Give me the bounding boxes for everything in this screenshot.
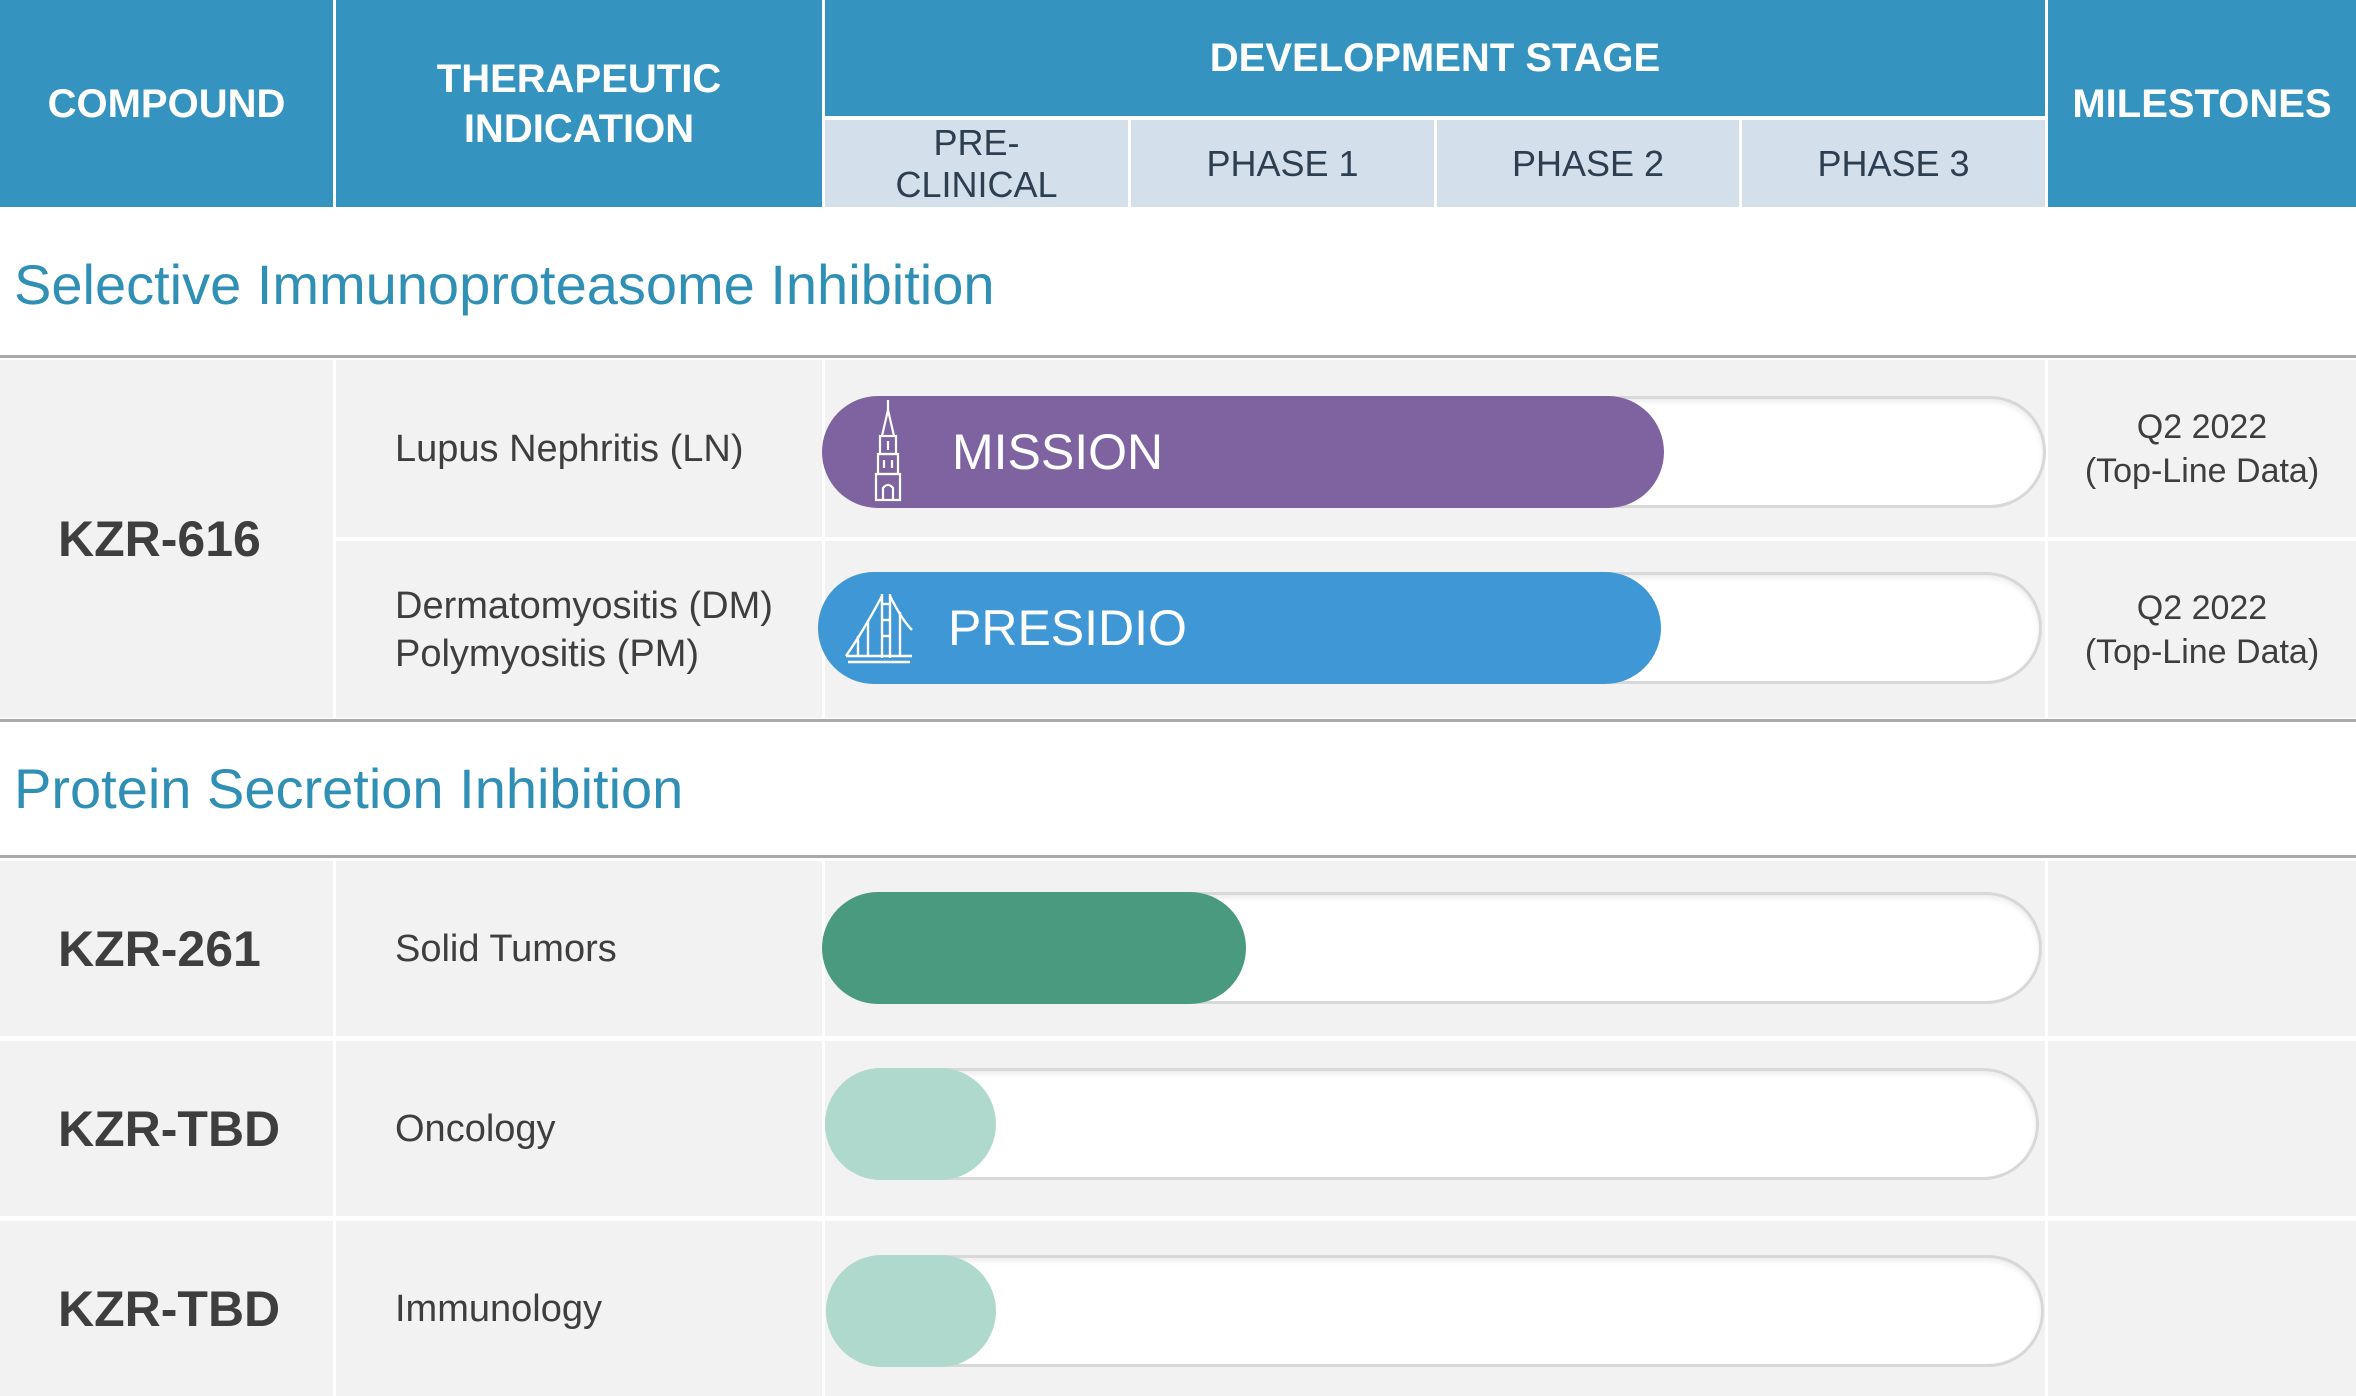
stage-label: PHASE 2 xyxy=(1511,142,1665,184)
compound-name: KZR-TBD xyxy=(58,1280,281,1337)
section-title-text: Selective Immunoproteasome Inhibition xyxy=(14,252,995,316)
milestone-note: (Top-Line Data) xyxy=(2084,632,2320,671)
header-indication-line1: THERAPEUTIC xyxy=(436,56,722,101)
compound-cell-kzr-tbd-immunology: KZR-TBD xyxy=(0,1221,333,1396)
compound-cell-kzr-616: KZR-616 xyxy=(0,360,333,718)
milestone-cell xyxy=(2048,861,2356,1036)
milestone-note: (Top-Line Data) xyxy=(2084,451,2320,490)
indication-text: Immunology xyxy=(395,1287,602,1330)
trial-label: PRESIDIO xyxy=(948,600,1187,656)
compound-name: KZR-616 xyxy=(58,511,261,567)
header-milestones: MILESTONES xyxy=(2048,0,2356,207)
section-title-text: Protein Secretion Inhibition xyxy=(14,756,684,820)
compound-name: KZR-261 xyxy=(58,920,261,977)
progress-bar-kzr-261 xyxy=(822,892,1246,1004)
header-milestones-label: MILESTONES xyxy=(2072,81,2332,126)
bridge-icon xyxy=(845,594,913,664)
header-compound-label: COMPOUND xyxy=(47,81,286,126)
progress-bar-mission: MISSION xyxy=(822,396,1664,508)
section-title-immunoproteasome: Selective Immunoproteasome Inhibition xyxy=(14,214,2314,354)
milestone-date: Q2 2022 xyxy=(2136,588,2268,627)
section-divider xyxy=(0,719,2356,722)
indication-text: Lupus Nephritis (LN) xyxy=(395,427,744,470)
stage-label: PHASE 1 xyxy=(1206,142,1359,184)
indication-cell: Immunology xyxy=(336,1221,822,1396)
progress-bar-kzr-tbd-oncology xyxy=(825,1068,996,1180)
indication-cell: Oncology xyxy=(336,1041,822,1216)
header-development-stage: DEVELOPMENT STAGE xyxy=(825,0,2045,116)
progress-track xyxy=(826,1255,2044,1367)
indication-text: Dermatomyositis (DM) xyxy=(395,584,773,627)
progress-bar-kzr-tbd-immunology xyxy=(826,1255,996,1367)
section-divider xyxy=(0,855,2356,858)
compound-name: KZR-TBD xyxy=(58,1100,281,1157)
indication-cell: Solid Tumors xyxy=(336,861,822,1036)
header-indication-line2: INDICATION xyxy=(463,106,695,151)
stage-preclinical: PRE- CLINICAL xyxy=(825,120,1128,207)
progress-bar-presidio: PRESIDIO xyxy=(818,572,1661,684)
indication-cell: Dermatomyositis (DM) Polymyositis (PM) xyxy=(336,541,822,718)
chapel-icon xyxy=(874,400,902,502)
stage-phase-2: PHASE 2 xyxy=(1437,120,1739,207)
header-compound: COMPOUND xyxy=(0,0,333,207)
milestone-cell xyxy=(2048,1221,2356,1396)
stage-label-line2: CLINICAL xyxy=(895,163,1058,205)
indication-text: Polymyositis (PM) xyxy=(395,632,700,675)
section-divider xyxy=(0,355,2356,358)
milestone-cell xyxy=(2048,1041,2356,1216)
milestone-cell: Q2 2022 (Top-Line Data) xyxy=(2048,541,2356,718)
stage-label: PHASE 3 xyxy=(1817,142,1970,184)
stage-label-line1: PRE- xyxy=(933,121,1020,163)
milestone-cell: Q2 2022 (Top-Line Data) xyxy=(2048,360,2356,537)
compound-cell-kzr-261: KZR-261 xyxy=(0,861,333,1036)
header-indication: THERAPEUTIC INDICATION xyxy=(336,0,822,207)
section-title-protein-secretion: Protein Secretion Inhibition xyxy=(14,722,2314,854)
indication-text: Solid Tumors xyxy=(395,927,617,970)
indication-cell: Lupus Nephritis (LN) xyxy=(336,360,822,537)
stage-phase-1: PHASE 1 xyxy=(1131,120,1434,207)
header-development-stage-label: DEVELOPMENT STAGE xyxy=(1209,36,1661,80)
milestone-date: Q2 2022 xyxy=(2136,407,2268,446)
trial-label: MISSION xyxy=(952,424,1164,480)
stage-phase-3: PHASE 3 xyxy=(1742,120,2045,207)
progress-track xyxy=(825,1068,2039,1180)
indication-text: Oncology xyxy=(395,1107,556,1150)
compound-cell-kzr-tbd-oncology: KZR-TBD xyxy=(0,1041,333,1216)
